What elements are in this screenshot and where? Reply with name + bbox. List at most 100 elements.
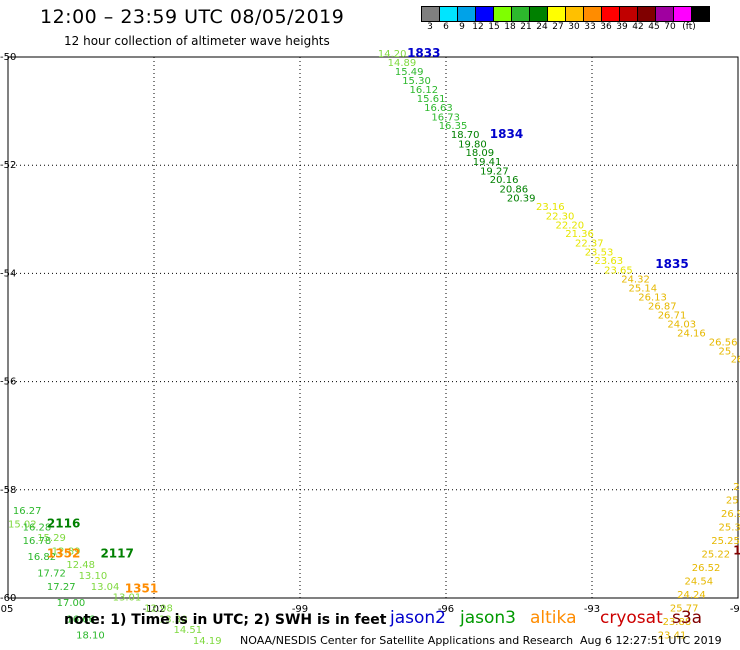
- wave-height-point: 16.35: [439, 121, 468, 132]
- wave-height-point: 16.28: [23, 522, 52, 533]
- wave-height-point: 15.29: [37, 533, 66, 544]
- legend-label-6: 6: [443, 22, 449, 32]
- wave-height-point: 24.54: [684, 576, 713, 587]
- y-tick-label: -56: [0, 377, 16, 388]
- legend-label-39: 39: [616, 22, 628, 32]
- wave-height-point: 20.16: [490, 175, 519, 186]
- wave-height-point: 19.41: [473, 157, 502, 168]
- wave-height-point: 23.53: [585, 248, 614, 259]
- wave-height-point: 16.78: [23, 536, 52, 547]
- satellite-jason2: jason2: [390, 608, 446, 628]
- wave-height-point: 25.22: [702, 549, 731, 560]
- wave-height-point: 12.48: [66, 560, 95, 571]
- satellite-jason3: jason3: [460, 608, 516, 628]
- legend-swatches: [421, 6, 710, 22]
- legend-label-3: 3: [427, 22, 433, 32]
- legend-label-9: 9: [459, 22, 465, 32]
- wave-height-point: 14.19: [193, 636, 222, 647]
- wave-height-point: 19.80: [458, 139, 487, 150]
- wave-height-point: 23.41: [658, 631, 687, 642]
- wave-height-point: 20.39: [507, 193, 536, 204]
- wave-height-point: 25.77: [670, 604, 699, 615]
- wave-height-point: 24.24: [677, 590, 706, 601]
- x-tick-label: -102: [143, 604, 166, 615]
- wave-height-point: 26.9: [721, 509, 740, 520]
- legend-label-36: 36: [600, 22, 612, 32]
- satellite-altika: altika: [530, 608, 577, 628]
- y-tick-label: -52: [0, 160, 16, 171]
- legend-label-12: 12: [472, 22, 484, 32]
- satellite-s3a: s3a: [672, 608, 703, 628]
- wave-height-point: 24.32: [621, 275, 650, 286]
- pass-label: 1: [733, 544, 740, 558]
- pass-label: 1834: [490, 127, 523, 141]
- y-tick-label: -60: [0, 593, 16, 604]
- wave-height-point: 26.71: [658, 310, 687, 321]
- wave-height-point: 16.73: [431, 112, 460, 123]
- wave-height-point: 22.20: [556, 220, 585, 231]
- legend-label-15: 15: [488, 22, 500, 32]
- wave-height-point: 18.70: [451, 130, 480, 141]
- y-tick-label: -54: [0, 268, 16, 279]
- wave-height-point: 23.16: [536, 202, 565, 213]
- legend-labels: 3 6 9 12 15 18 21 24 27 30 33 36 39 42 45 70 (ft): [422, 22, 710, 32]
- x-tick-label: -105: [0, 604, 13, 615]
- y-tick-label: -58: [0, 485, 16, 496]
- pass-label: 1352: [47, 546, 80, 560]
- wave-height-point: 13.10: [79, 571, 108, 582]
- chart-title: 12:00 – 23:59 UTC 08/05/2019: [40, 6, 345, 28]
- wave-height-point: 25.25: [711, 536, 740, 547]
- wave-height-point: 15.49: [395, 67, 424, 78]
- legend-label-45: 45: [648, 22, 660, 32]
- legend-unit: (ft): [682, 22, 696, 32]
- color-legend: 3 6 9 12 15 18 21 24 27 30 33 36 39 42 45 70 (ft): [421, 6, 710, 32]
- x-tick-label: -99: [292, 604, 308, 615]
- satellite-cryosat: cryosat: [600, 608, 663, 628]
- wave-height-point: 23.65: [604, 265, 633, 276]
- wave-height-point: 23.88: [663, 617, 692, 628]
- wave-height-point: 13.04: [91, 582, 120, 593]
- wave-height-point: 15.61: [417, 94, 446, 105]
- y-tick-label: -50: [0, 52, 16, 63]
- wave-height-point: 22.37: [575, 238, 604, 249]
- legend-label-70: 70: [664, 22, 676, 32]
- wave-height-point: 15.30: [402, 76, 431, 87]
- wave-height-point: 16.66: [66, 614, 95, 625]
- chart-subtitle: 12 hour collection of altimeter wave hei…: [64, 34, 330, 48]
- wave-height-point: 17.00: [57, 598, 86, 609]
- wave-height-point: 18.10: [76, 631, 105, 642]
- legend-swatch-70: [691, 6, 710, 22]
- wave-height-point: 23.63: [594, 256, 623, 267]
- wave-height-point: 26: [731, 355, 740, 366]
- pass-label: 1351: [125, 582, 158, 596]
- wave-height-point: 16.12: [410, 85, 439, 96]
- legend-label-33: 33: [584, 22, 596, 32]
- wave-height-point: 25.32: [719, 522, 740, 533]
- plot-frame: [7, 56, 739, 599]
- wave-height-point: 25: [726, 495, 739, 506]
- wave-height-point: 25.: [719, 347, 735, 358]
- wave-height-point: 17.27: [47, 582, 76, 593]
- wave-height-point: 12.98: [144, 604, 173, 615]
- wave-height-point: 20.86: [500, 184, 529, 195]
- wave-height-point: 26.56: [709, 337, 738, 348]
- x-tick-label: -93: [584, 604, 600, 615]
- pass-label: 2116: [47, 517, 80, 531]
- legend-label-27: 27: [552, 22, 564, 32]
- footer-note: note: 1) Time is in UTC; 2) SWH is in fe…: [64, 612, 387, 628]
- wave-height-point: 14.51: [173, 625, 202, 636]
- legend-label-21: 21: [520, 22, 532, 32]
- x-tick-label: -96: [438, 604, 454, 615]
- wave-height-point: 24: [733, 482, 740, 493]
- x-tick-label: -90: [730, 604, 740, 615]
- wave-height-point: 18.09: [465, 148, 494, 159]
- wave-height-point: 13.30: [159, 614, 188, 625]
- wave-height-point: 17.72: [37, 568, 66, 579]
- legend-label-30: 30: [568, 22, 580, 32]
- pass-label: 2117: [100, 546, 133, 560]
- pass-label: 1833: [407, 46, 440, 60]
- wave-height-point: 19.27: [480, 166, 509, 177]
- wave-height-point: 25.14: [629, 283, 658, 294]
